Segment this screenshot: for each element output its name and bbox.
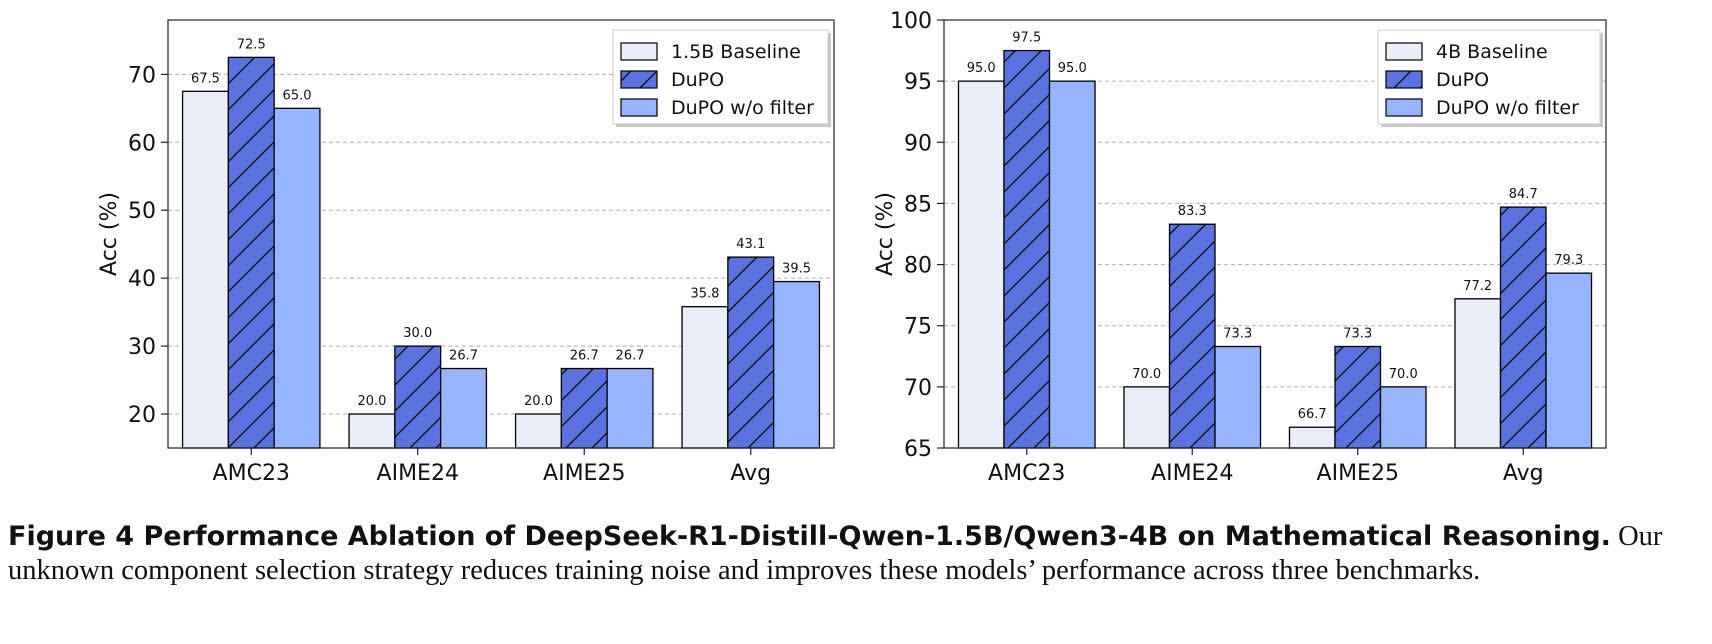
data-label: 84.7 bbox=[1509, 187, 1538, 202]
legend-label: DuPO bbox=[671, 69, 724, 91]
bar-baseline-avg bbox=[1454, 298, 1502, 449]
figure-caption: Figure 4 Performance Ablation of DeepSee… bbox=[8, 520, 1708, 588]
data-label: 66.7 bbox=[1298, 407, 1327, 422]
data-label: 95.0 bbox=[1058, 61, 1087, 76]
legend-swatch-baseline bbox=[1385, 42, 1423, 61]
y-tick-label: 85 bbox=[904, 192, 932, 217]
data-label: 73.3 bbox=[1223, 327, 1252, 342]
data-label: 26.7 bbox=[570, 349, 599, 364]
bar-dupo-amc23 bbox=[227, 56, 275, 449]
bar-baseline-aime24 bbox=[348, 413, 396, 449]
data-label: 72.5 bbox=[237, 37, 266, 52]
bar-nofilter-aime25 bbox=[1379, 386, 1427, 449]
legend-label: DuPO w/o filter bbox=[1436, 97, 1579, 119]
y-tick-label: 65 bbox=[904, 437, 932, 462]
bar-baseline-avg bbox=[681, 306, 729, 449]
y-axis-label: Acc (%) bbox=[97, 192, 122, 276]
caption-title: Figure 4 Performance Ablation of DeepSee… bbox=[8, 521, 1601, 552]
legend-label: 1.5B Baseline bbox=[671, 41, 801, 63]
legend-swatch-nofilter bbox=[1385, 98, 1423, 117]
data-label: 20.0 bbox=[357, 394, 386, 409]
bar-nofilter-avg bbox=[772, 280, 821, 449]
x-tick-label: Avg bbox=[730, 461, 771, 486]
data-label: 67.5 bbox=[191, 71, 220, 86]
legend-label: DuPO w/o filter bbox=[671, 97, 814, 119]
y-tick-label: 60 bbox=[128, 131, 156, 156]
y-tick-label: 70 bbox=[128, 63, 156, 88]
bar-nofilter-aime24 bbox=[439, 367, 488, 449]
x-tick-label: AMC23 bbox=[213, 461, 290, 486]
bar-baseline-aime24 bbox=[1123, 386, 1171, 449]
data-label: 83.3 bbox=[1178, 204, 1207, 219]
data-label: 43.1 bbox=[736, 237, 765, 252]
legend-label: 4B Baseline bbox=[1436, 41, 1548, 63]
caption-text: Our unknown component selection strategy… bbox=[8, 521, 1663, 586]
y-tick-label: 20 bbox=[128, 403, 156, 428]
data-label: 73.3 bbox=[1343, 327, 1372, 342]
x-tick-label: AIME24 bbox=[377, 461, 459, 486]
y-tick-label: 100 bbox=[890, 9, 932, 34]
data-label: 30.0 bbox=[403, 326, 432, 341]
bar-baseline-amc23 bbox=[957, 80, 1005, 449]
x-tick-label: Avg bbox=[1503, 461, 1544, 486]
data-label: 20.0 bbox=[524, 394, 553, 409]
y-tick-label: 40 bbox=[128, 267, 156, 292]
bar-dupo-aime24 bbox=[1168, 223, 1216, 449]
x-tick-label: AIME25 bbox=[1317, 461, 1399, 486]
legend-swatch-dupo bbox=[620, 70, 658, 89]
legend-swatch-nofilter bbox=[620, 98, 658, 117]
legend-label: DuPO bbox=[1436, 69, 1489, 91]
bar-nofilter-amc23 bbox=[273, 107, 321, 449]
bar-dupo-aime24 bbox=[394, 345, 442, 449]
caption-title-end: . bbox=[1600, 521, 1611, 552]
bar-dupo-aime25 bbox=[1334, 345, 1382, 449]
plot-frame bbox=[167, 19, 835, 449]
x-tick-label: AMC23 bbox=[988, 461, 1065, 486]
y-tick-label: 30 bbox=[128, 335, 156, 360]
y-tick-label: 50 bbox=[128, 199, 156, 224]
data-label: 77.2 bbox=[1463, 279, 1492, 294]
figure-charts: 67.5 20.0 20.0 35.8 72.5 30.0 26.7 43.1 65.0 26.7… bbox=[97, 9, 1607, 486]
bar-baseline-amc23 bbox=[181, 90, 230, 449]
legend-swatch-dupo bbox=[1385, 70, 1423, 89]
y-tick-label: 80 bbox=[904, 254, 932, 279]
data-label: 70.0 bbox=[1132, 367, 1161, 382]
data-label: 95.0 bbox=[967, 61, 996, 76]
data-label: 35.8 bbox=[690, 287, 719, 302]
bar-baseline-aime25 bbox=[1288, 426, 1336, 449]
data-label: 97.5 bbox=[1012, 31, 1041, 46]
data-label: 26.7 bbox=[616, 349, 645, 364]
x-tick-label: AIME24 bbox=[1151, 461, 1233, 486]
data-label: 70.0 bbox=[1389, 367, 1418, 382]
bar-baseline-aime25 bbox=[514, 413, 563, 449]
data-label: 39.5 bbox=[782, 262, 811, 277]
bar-nofilter-aime25 bbox=[606, 367, 654, 449]
bar-dupo-aime25 bbox=[560, 367, 608, 449]
data-label: 65.0 bbox=[283, 88, 312, 103]
y-tick-label: 70 bbox=[904, 376, 932, 401]
y-tick-label: 95 bbox=[904, 70, 932, 95]
data-label: 79.3 bbox=[1554, 253, 1583, 268]
data-label: 26.7 bbox=[449, 349, 478, 364]
chart-left: 67.5 20.0 20.0 35.8 72.5 30.0 26.7 43.1 65.0 26.7… bbox=[97, 19, 835, 486]
chart-right: 95.0 70.0 66.7 77.2 97.5 83.3 73.3 84.7 95.0 73.3… bbox=[873, 9, 1607, 486]
bar-nofilter-aime24 bbox=[1214, 345, 1262, 449]
bar-nofilter-avg bbox=[1545, 272, 1593, 449]
legend-swatch-baseline bbox=[620, 42, 658, 61]
y-tick-label: 90 bbox=[904, 131, 932, 156]
bar-dupo-avg bbox=[1499, 206, 1547, 449]
y-tick-label: 75 bbox=[904, 315, 932, 340]
bar-nofilter-amc23 bbox=[1048, 80, 1096, 449]
bar-dupo-avg bbox=[727, 256, 775, 449]
bar-dupo-amc23 bbox=[1003, 49, 1051, 449]
y-axis-label: Acc (%) bbox=[873, 192, 898, 276]
x-tick-label: AIME25 bbox=[543, 461, 625, 486]
plot-frame bbox=[943, 19, 1607, 449]
